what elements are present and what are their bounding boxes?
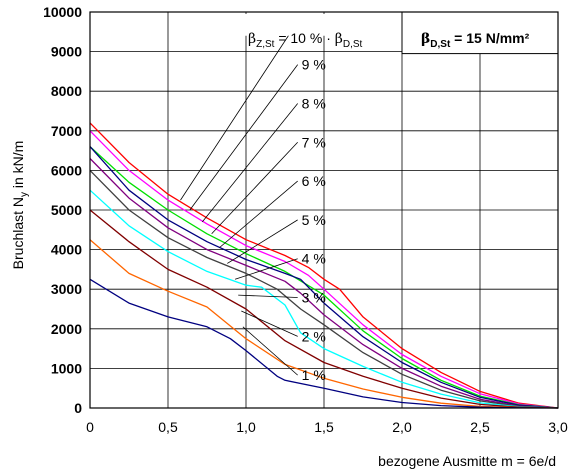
leader-line: [234, 258, 298, 280]
leader-line: [211, 142, 298, 235]
x-tick-label: 0,5: [158, 419, 178, 435]
pct-label: 5 %: [302, 212, 326, 228]
series-line-8pct: [89, 146, 559, 409]
legend-background: [242, 13, 399, 36]
parameter-box: [401, 11, 559, 55]
series-line-9pct: [89, 130, 559, 409]
x-tick-label: 2,0: [392, 419, 412, 435]
y-tick-label: 8000: [51, 83, 82, 99]
plot-frame: [89, 11, 559, 409]
y-tick-label: 0: [74, 400, 82, 416]
x-tick-label: 1,5: [314, 419, 334, 435]
x-axis-label: bezogene Ausmitte m = 6e/d: [378, 453, 556, 469]
y-tick-label: 10000: [43, 4, 82, 20]
x-tick-label: 3,0: [548, 419, 568, 435]
pct-label: 7 %: [302, 134, 326, 150]
leader-line: [242, 326, 298, 376]
series-line-2pct: [89, 239, 559, 409]
legend-title: βZ,St = 10 % · βD,St: [248, 30, 363, 50]
leader-line-10pct: [180, 33, 291, 201]
chart-series: [89, 122, 559, 409]
beta-d-box-title: βD,St = 15 N/mm²: [421, 30, 530, 50]
pct-label: 9 %: [302, 57, 326, 73]
series-line-7pct: [89, 146, 559, 409]
x-tick-label: 0: [86, 419, 94, 435]
series-line-3pct: [89, 209, 559, 409]
y-tick-label: 1000: [51, 360, 82, 376]
series-line-4pct: [89, 189, 559, 409]
y-tick-label: 9000: [51, 44, 82, 60]
series-line-5pct: [89, 169, 559, 409]
y-tick-label: 2000: [51, 321, 82, 337]
y-tick-label: 5000: [51, 202, 82, 218]
pct-label: 1 %: [302, 367, 326, 383]
series-line-6pct: [89, 158, 559, 409]
y-tick-label: 7000: [51, 123, 82, 139]
pct-label: 4 %: [302, 251, 326, 267]
x-tick-label: 1,0: [236, 419, 256, 435]
y-axis-label: Bruchlast Ny in kN/m: [10, 141, 30, 270]
pct-label: 2 %: [302, 328, 326, 344]
leader-line: [189, 64, 299, 211]
leader-line: [219, 180, 298, 248]
y-tick-label: 6000: [51, 162, 82, 178]
tick-labels: 0 1000 2000 3000 4000 5000 6000 7000 8000 9000 100…: [43, 4, 568, 435]
leader-line: [238, 294, 298, 298]
pct-label: 3 %: [302, 290, 326, 306]
series-line-10pct: [89, 122, 559, 409]
chart-labels: 9 % 8 % 7 % 6 % 5 % 4 % 3 % 2 % 1 %: [302, 57, 326, 383]
y-tick-label: 3000: [51, 281, 82, 297]
leader-line: [241, 310, 298, 337]
y-tick-label: 4000: [51, 242, 82, 258]
pct-label: 6 %: [302, 173, 326, 189]
leader-line: [227, 219, 298, 264]
label-leader-lines: [180, 33, 299, 376]
series-line-1pct: [89, 278, 559, 409]
x-tick-label: 2,5: [470, 419, 490, 435]
pct-label: 8 %: [302, 95, 326, 111]
leader-line: [202, 103, 298, 223]
